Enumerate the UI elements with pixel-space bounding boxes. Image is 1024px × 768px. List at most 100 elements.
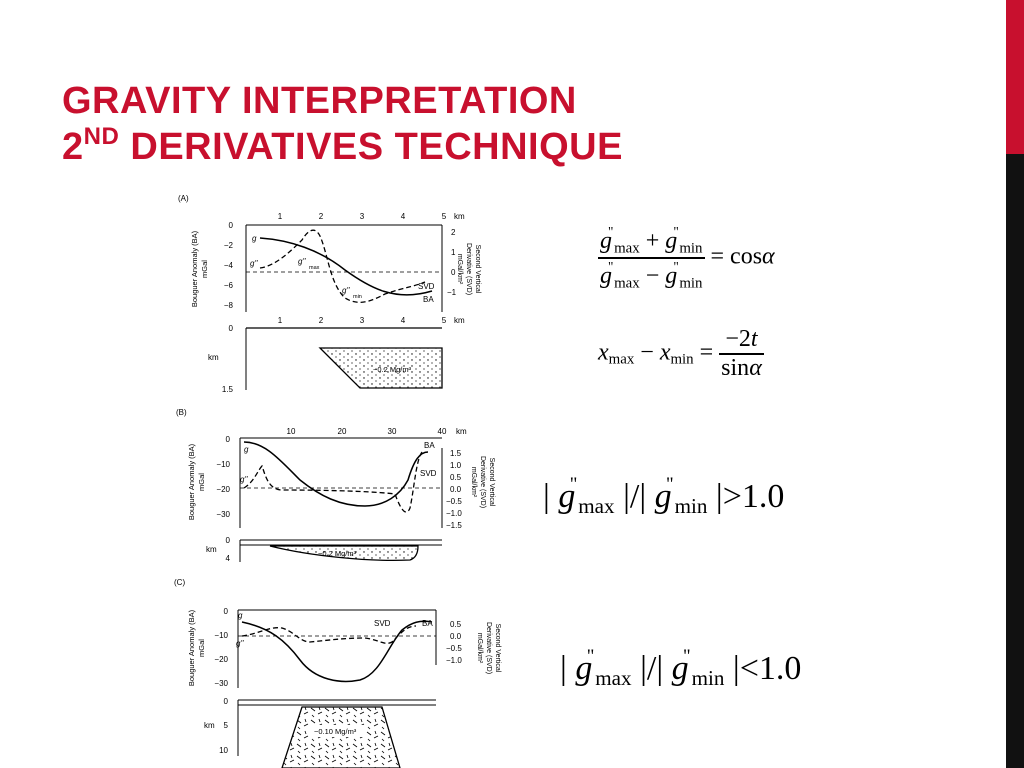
eq3-bar: | [639, 477, 647, 515]
panel-a-km-tick: 4 [401, 212, 406, 221]
panel-a-right-axis-title: Derivative (SVD) [465, 243, 472, 295]
panel-a-gmin-label: g'' [342, 286, 350, 295]
eq3-prime: " [666, 474, 674, 495]
panel-a-right-axis-unit: mGal/km² [456, 254, 463, 285]
eq1-plus: + [645, 227, 660, 254]
panel-b-km-unit: km [456, 427, 467, 436]
eq4-min: min [691, 666, 725, 691]
eq1-max: max [614, 275, 640, 292]
eq4-g: g [671, 649, 689, 687]
panel-b-right-axis-unit: mGal/km² [470, 467, 477, 498]
panel-b-left-axis-unit: mGal [197, 473, 206, 491]
panel-b-svd-curve [243, 451, 423, 513]
eq4-bar: | [656, 649, 664, 687]
eq4-prime: " [683, 646, 691, 667]
eq1-alpha: α [762, 243, 775, 270]
panel-c-density: −0.10 Mg/m³ [314, 727, 357, 736]
panel-b-svd-label: SVD [420, 469, 437, 478]
panel-a-right-tick: 0 [451, 268, 456, 277]
eq1-equals: = [710, 243, 725, 270]
panel-b-left-axis-title: Bouguer Anomaly (BA) [187, 443, 196, 520]
panel-b-body [269, 545, 419, 562]
panel-a-left-tick: 0 [229, 221, 234, 230]
eq1-min: min [679, 240, 703, 257]
eq1-fraction: g"max + g"min g"max − g"min [598, 224, 705, 292]
panel-a-g-label: g [252, 234, 257, 243]
panel-b-g-label: g [244, 445, 249, 454]
panel-a-left-axis-title: Bouguer Anomaly (BA) [190, 230, 199, 307]
panel-b-right-tick: −0.5 [446, 497, 462, 506]
panel-c-right-axis-title: Derivative (SVD) [485, 622, 492, 674]
panel-a-depth-km-tick: 1 [278, 316, 283, 325]
panel-c-depth-label: km [204, 721, 215, 730]
panel-b-right-axis-title: Derivative (SVD) [479, 456, 486, 508]
panel-c-label: (C) [174, 578, 185, 587]
eq1-denominator: g"max − g"min [598, 259, 705, 292]
panel-b-depth-tick: 0 [226, 536, 231, 545]
eq1-g: g [600, 227, 612, 254]
panel-b-right-tick: −1.5 [446, 521, 462, 530]
title-line-2: 2nd Derivatives technique [62, 124, 623, 170]
panel-b: (B) 10 20 30 40 km 0 −10 −20 −30 1.5 1.0… [176, 408, 495, 563]
panel-a-depth-label: km [208, 353, 219, 362]
eq2-sin: sin [721, 354, 750, 381]
panel-c-ba-curve [241, 620, 433, 683]
panel-b-depth-tick: 4 [226, 554, 231, 563]
panel-b-km-tick: 40 [438, 427, 447, 436]
panel-c-body [281, 706, 401, 768]
panel-b-label: (B) [176, 408, 187, 417]
panel-c-right-tick: 0.5 [450, 620, 462, 629]
eq2-fraction: −2t sinα [719, 326, 764, 382]
panel-a-body [318, 347, 443, 389]
eq4-bar: | [732, 649, 740, 687]
panel-c-left-axis-unit: mGal [197, 639, 206, 657]
gravity-figure: (A) 1 2 3 4 5 km 0 −2 −4 −6 −8 2 1 0 −1 [170, 190, 510, 768]
panel-a-gmax-label: g'' [298, 257, 306, 266]
panel-b-km-tick: 10 [287, 427, 296, 436]
panel-a-depth-tick: 0 [229, 324, 234, 333]
panel-a-left-tick: −6 [224, 281, 234, 290]
panel-a-right-tick: 1 [451, 248, 456, 257]
panel-a-depth-km-unit: km [454, 316, 465, 325]
panel-c-g-label: g [238, 611, 243, 620]
eq3-bar: | [543, 477, 550, 515]
panel-b-right-tick: −1.0 [446, 509, 462, 518]
panel-c-left-tick: −10 [214, 631, 228, 640]
eq3-min: min [674, 494, 708, 519]
panel-c-left-tick: −30 [214, 679, 228, 688]
eq2-min: min [670, 351, 694, 368]
eq4-g: g [575, 649, 593, 687]
panel-b-right-axis-title: Second Vertical [488, 458, 495, 507]
panel-a-gmin-sub: min [353, 294, 362, 300]
eq2-x: x [598, 339, 609, 366]
eq1-prime: " [673, 224, 679, 239]
eq4-max: max [595, 666, 632, 691]
panel-a-ba-label: BA [423, 295, 434, 304]
eq1-max: max [614, 240, 640, 257]
eq1-minus: − [645, 262, 660, 289]
panel-a-left-tick: −2 [224, 241, 234, 250]
eq1-prime: " [673, 258, 679, 274]
eq4-bar: | [560, 649, 567, 687]
eq2-max: max [608, 351, 635, 368]
panel-a-km-tick: 3 [360, 212, 365, 221]
panel-b-left-tick: −20 [216, 485, 230, 494]
eq1-g: g [665, 227, 678, 254]
eq3-greater-than: > [722, 477, 742, 515]
title-line-1: Gravity Interpretation [62, 80, 577, 122]
panel-a: (A) 1 2 3 4 5 km 0 −2 −4 −6 −8 2 1 0 −1 [178, 194, 481, 394]
eq2-x: x [659, 339, 671, 366]
panel-a-right-axis-title: Second Vertical [474, 245, 481, 294]
panel-b-left-tick: −30 [216, 510, 230, 519]
eq1-prime: " [608, 224, 614, 239]
eq3-g: g [558, 477, 576, 515]
eq2-fraction-bar [719, 353, 764, 355]
eq2-minus-two: −2 [725, 326, 751, 352]
panel-c-svd-curve [241, 625, 417, 644]
eq2-minus: − [640, 339, 654, 366]
panel-c-right-axis-unit: mGal/km² [476, 633, 483, 664]
panel-a-depth-bottom: 1.5 [222, 385, 234, 394]
eq2-alpha: α [749, 354, 762, 381]
eq4-value: 1.0 [758, 649, 802, 687]
eq3-g: g [654, 477, 672, 515]
